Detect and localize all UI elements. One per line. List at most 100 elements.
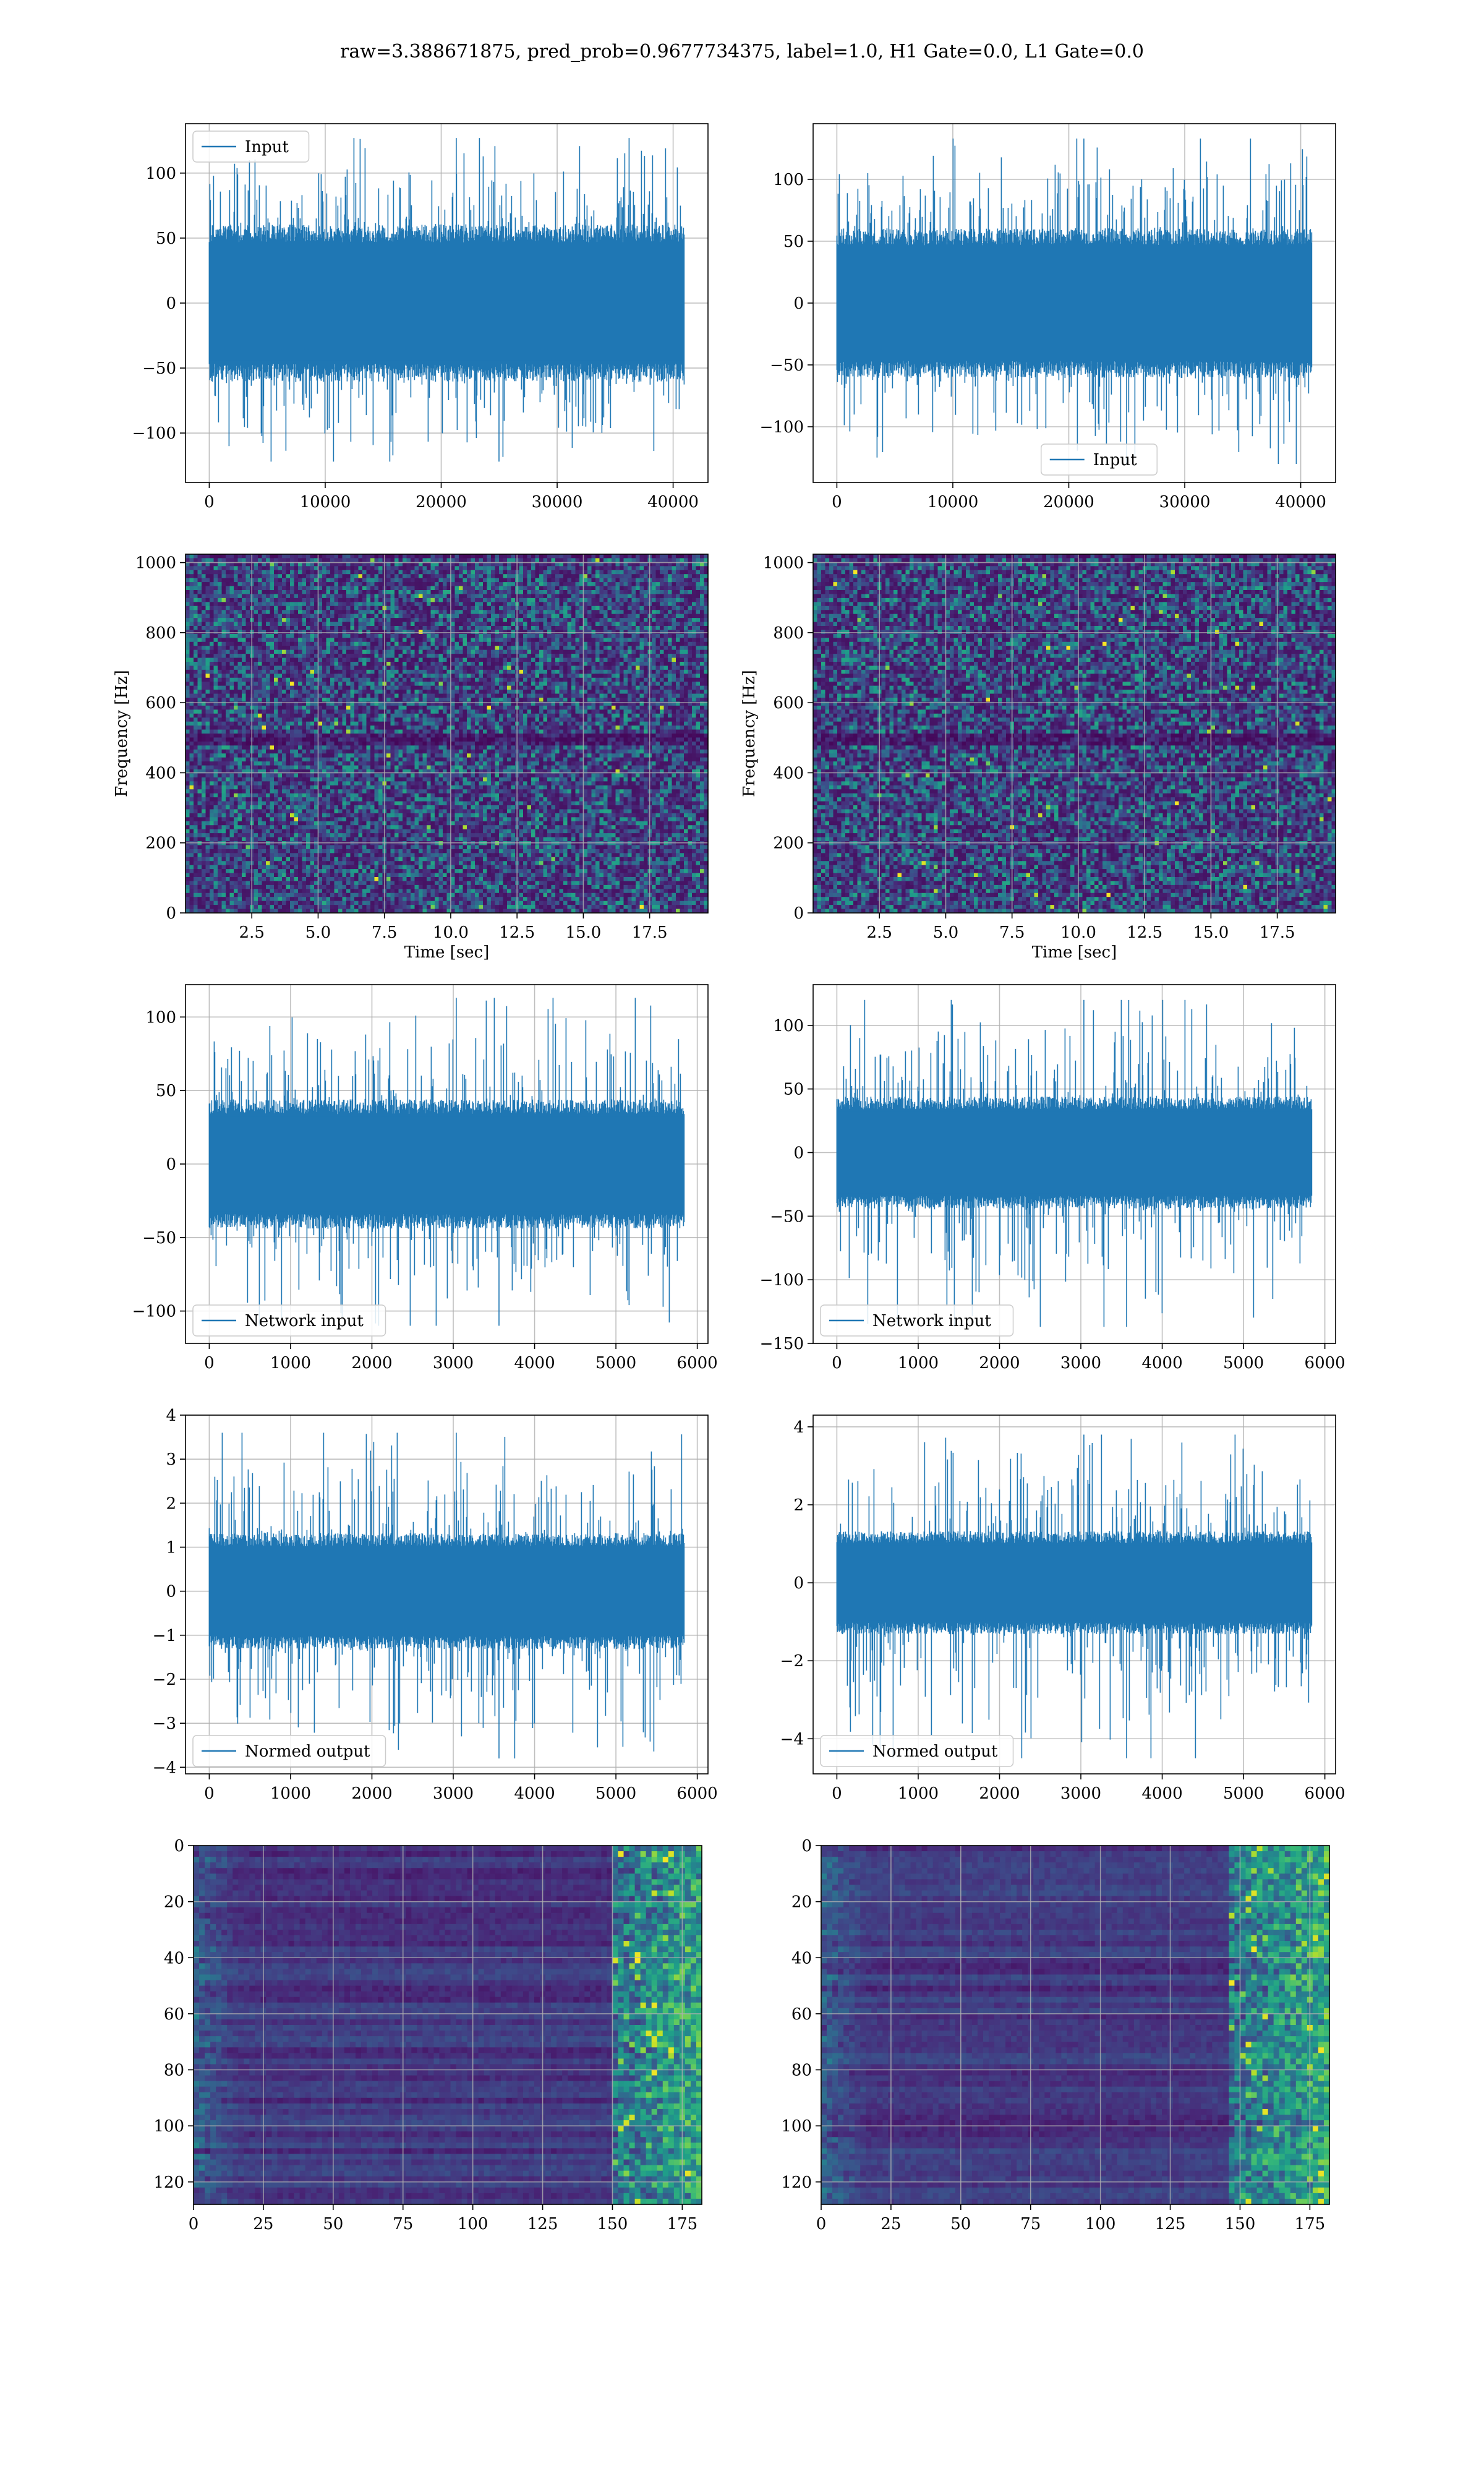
y-tick-label: 4 — [166, 1406, 176, 1425]
x-tick-label: 150 — [597, 2215, 628, 2233]
x-tick-label: 20000 — [416, 493, 467, 511]
x-tick-label: 4000 — [1141, 1354, 1182, 1372]
y-tick-label: −50 — [770, 356, 804, 375]
legend-entry: Input — [245, 138, 289, 156]
x-tick-label: 0 — [816, 2215, 827, 2233]
y-tick-label: 0 — [793, 294, 804, 313]
l1-network-input-panel: 0 1000 2000 3000 4000 5000 6000−150−100−500501… — [760, 985, 1345, 1372]
x-tick-label: 50 — [950, 2215, 971, 2233]
x-tick-label: 3000 — [433, 1784, 474, 1803]
l1-spectrogram-panel: 2.5 5.0 7.5 10.0 12.5 15.0 17.5020040060080010… — [740, 554, 1336, 962]
x-tick-label: 7.5 — [999, 923, 1025, 942]
series-core-band — [837, 1112, 1311, 1194]
x-tick-label: 10000 — [300, 493, 351, 511]
y-tick-label: 800 — [773, 624, 804, 643]
x-tick-label: 40000 — [647, 493, 699, 511]
y-tick-label: 0 — [793, 1574, 804, 1593]
x-tick-label: 4000 — [1141, 1784, 1182, 1803]
y-tick-label: 600 — [145, 694, 176, 713]
y-tick-label: −1 — [153, 1627, 176, 1645]
x-tick-label: 0 — [832, 1354, 842, 1372]
y-tick-label: 120 — [153, 2173, 184, 2192]
x-tick-label: 0 — [832, 493, 842, 511]
x-tick-label: 5000 — [1223, 1354, 1264, 1372]
y-tick-label: −150 — [760, 1335, 804, 1353]
x-tick-label: 2.5 — [239, 923, 265, 942]
y-tick-label: 0 — [174, 1837, 184, 1856]
x-tick-label: 2000 — [351, 1354, 392, 1372]
x-tick-label: 3000 — [1060, 1354, 1101, 1372]
y-tick-label: −100 — [760, 1271, 804, 1290]
legend: Normed output — [193, 1736, 386, 1766]
h1-normed-output-panel: 0 1000 2000 3000 4000 5000 6000−4−3−2−101234No… — [153, 1406, 718, 1803]
x-tick-label: 3000 — [1060, 1784, 1101, 1803]
x-tick-label: 2000 — [979, 1784, 1020, 1803]
y-tick-label: 80 — [791, 2061, 812, 2080]
y-tick-label: 4 — [793, 1418, 804, 1437]
y-tick-label: −50 — [770, 1207, 804, 1226]
x-tick-label: 4000 — [514, 1784, 555, 1803]
y-tick-label: 0 — [166, 1155, 176, 1174]
x-tick-label: 1000 — [270, 1354, 311, 1372]
x-tick-label: 150 — [1225, 2215, 1256, 2233]
x-tick-label: 125 — [527, 2215, 558, 2233]
x-tick-label: 100 — [458, 2215, 488, 2233]
x-tick-label: 30000 — [1159, 493, 1211, 511]
y-tick-label: 200 — [773, 834, 804, 853]
y-tick-label: 2 — [793, 1496, 804, 1515]
y-tick-label: −100 — [132, 424, 176, 443]
y-tick-label: 0 — [166, 294, 176, 313]
y-tick-label: 400 — [773, 764, 804, 782]
y-tick-label: −2 — [153, 1671, 176, 1689]
x-tick-label: 10000 — [927, 493, 979, 511]
y-tick-label: 100 — [153, 2117, 184, 2136]
y-axis-label: Frequency [Hz] — [740, 670, 759, 797]
y-tick-label: 60 — [791, 2005, 812, 2024]
x-tick-label: 2000 — [979, 1354, 1020, 1372]
y-tick-label: 0 — [166, 1583, 176, 1601]
series-core-band — [837, 1546, 1311, 1620]
x-tick-label: 5000 — [595, 1784, 636, 1803]
y-tick-label: −100 — [760, 418, 804, 437]
feature-map-image — [194, 1846, 702, 2205]
y-tick-label: −4 — [153, 1758, 176, 1777]
x-tick-label: 100 — [1085, 2215, 1116, 2233]
series-core-band — [209, 246, 684, 361]
legend-entry: Network input — [872, 1312, 991, 1330]
y-tick-label: −100 — [132, 1303, 176, 1321]
x-tick-label: 0 — [832, 1784, 842, 1803]
series-core-band — [209, 1549, 684, 1633]
y-tick-label: 200 — [145, 834, 176, 853]
h1-network-input-panel: 0 1000 2000 3000 4000 5000 6000−100−50050100Ne… — [132, 985, 718, 1372]
x-tick-label: 4000 — [514, 1354, 555, 1372]
x-tick-label: 5.0 — [305, 923, 331, 942]
y-tick-label: 1 — [166, 1538, 176, 1557]
x-tick-label: 10.0 — [1060, 923, 1096, 942]
x-tick-label: 1000 — [270, 1784, 311, 1803]
x-tick-label: 0 — [204, 1354, 215, 1372]
y-tick-label: 40 — [164, 1949, 184, 1967]
x-tick-label: 15.0 — [1193, 923, 1229, 942]
y-tick-label: 400 — [145, 764, 176, 782]
y-tick-label: 80 — [164, 2061, 184, 2080]
x-tick-label: 0 — [204, 493, 215, 511]
legend-entry: Network input — [245, 1312, 364, 1330]
legend: Input — [193, 131, 309, 162]
x-tick-label: 10.0 — [433, 923, 469, 942]
x-tick-label: 6000 — [677, 1784, 718, 1803]
x-tick-label: 75 — [393, 2215, 413, 2233]
x-tick-label: 1000 — [898, 1784, 939, 1803]
y-tick-label: 2 — [166, 1494, 176, 1513]
y-tick-label: 20 — [164, 1893, 184, 1912]
x-tick-label: 17.5 — [632, 923, 668, 942]
y-tick-label: −50 — [142, 1229, 176, 1248]
y-tick-label: 0 — [793, 904, 804, 923]
y-axis-label: Frequency [Hz] — [113, 670, 131, 797]
x-tick-label: 50 — [323, 2215, 343, 2233]
y-tick-label: 120 — [781, 2173, 812, 2192]
x-axis-label: Time [sec] — [1032, 943, 1117, 962]
